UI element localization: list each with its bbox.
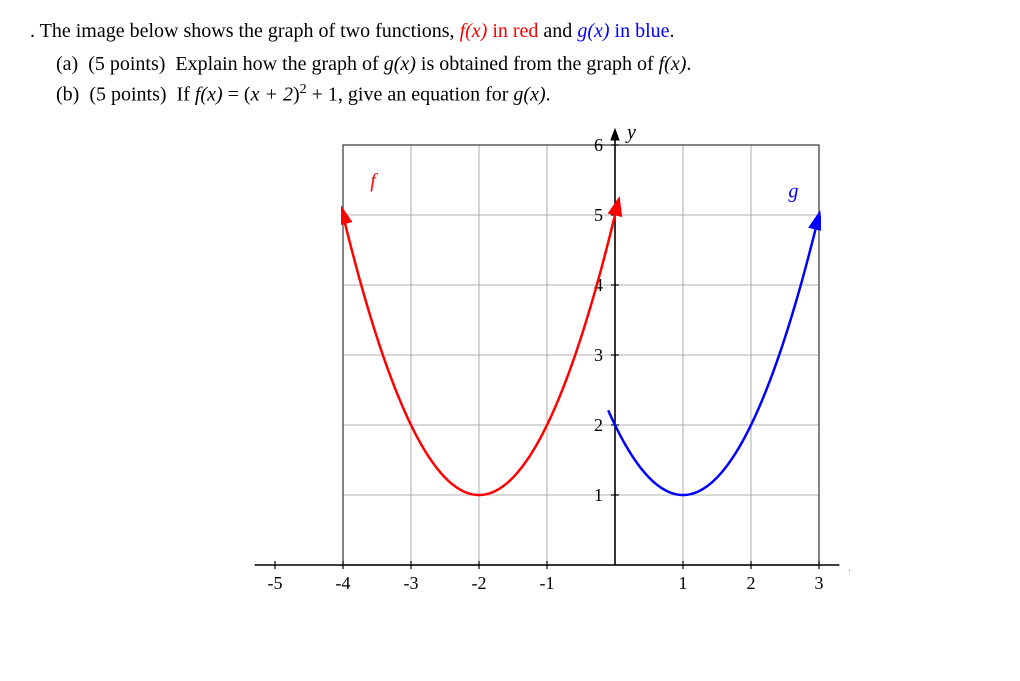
function-graph: -5-4-3-2-1123123456xyfg bbox=[170, 125, 850, 635]
y-axis-label: y bbox=[625, 125, 636, 144]
part-a-fx: f(x) bbox=[659, 53, 687, 75]
svg-text:5: 5 bbox=[594, 205, 603, 225]
svg-text:-2: -2 bbox=[472, 573, 487, 593]
part-a-label: (a) bbox=[56, 53, 78, 75]
problem-intro: . The image below shows the graph of two… bbox=[30, 20, 990, 43]
svg-text:-5: -5 bbox=[268, 573, 283, 593]
part-b-gx: g(x) bbox=[513, 84, 545, 106]
in-blue: in blue bbox=[610, 20, 670, 42]
part-a-text2: is obtained from the graph of bbox=[416, 53, 659, 75]
part-b-xplus2: x + 2 bbox=[251, 84, 293, 106]
part-a-text3: . bbox=[686, 53, 691, 75]
in-red: in red bbox=[487, 20, 538, 42]
fx-red: f(x) bbox=[460, 20, 488, 42]
x-axis-label: x bbox=[849, 554, 850, 576]
part-a-points: (5 points) bbox=[88, 53, 165, 75]
svg-text:2: 2 bbox=[747, 573, 756, 593]
gx-blue: g(x) bbox=[577, 20, 609, 42]
part-b: (b) (5 points) If f(x) = (x + 2)2 + 1, g… bbox=[56, 82, 990, 107]
part-b-text2: . bbox=[546, 84, 551, 106]
and-text: and bbox=[538, 20, 577, 42]
svg-text:3: 3 bbox=[815, 573, 824, 593]
part-b-paren: ) bbox=[293, 84, 300, 106]
part-b-fx: f(x) bbox=[195, 84, 223, 106]
svg-text:-3: -3 bbox=[404, 573, 419, 593]
part-b-points: (5 points) bbox=[89, 84, 166, 106]
intro-prefix: . The image below shows the graph of two… bbox=[30, 20, 460, 42]
svg-text:2: 2 bbox=[594, 415, 603, 435]
svg-text:6: 6 bbox=[594, 135, 603, 155]
part-b-text1: If bbox=[177, 84, 195, 106]
svg-text:3: 3 bbox=[594, 345, 603, 365]
svg-text:-4: -4 bbox=[336, 573, 351, 593]
part-a-text1: Explain how the graph of bbox=[175, 53, 383, 75]
part-b-eq: = ( bbox=[223, 84, 251, 106]
part-b-sq: 2 bbox=[300, 82, 307, 97]
svg-text:1: 1 bbox=[679, 573, 688, 593]
intro-suffix: . bbox=[670, 20, 675, 42]
svg-text:1: 1 bbox=[594, 485, 603, 505]
part-b-plus1: + 1, give an equation for bbox=[307, 84, 514, 106]
part-b-label: (b) bbox=[56, 84, 79, 106]
g-label: g bbox=[788, 180, 798, 202]
part-a-gx: g(x) bbox=[384, 53, 416, 75]
svg-text:-1: -1 bbox=[540, 573, 555, 593]
part-a: (a) (5 points) Explain how the graph of … bbox=[56, 53, 990, 76]
